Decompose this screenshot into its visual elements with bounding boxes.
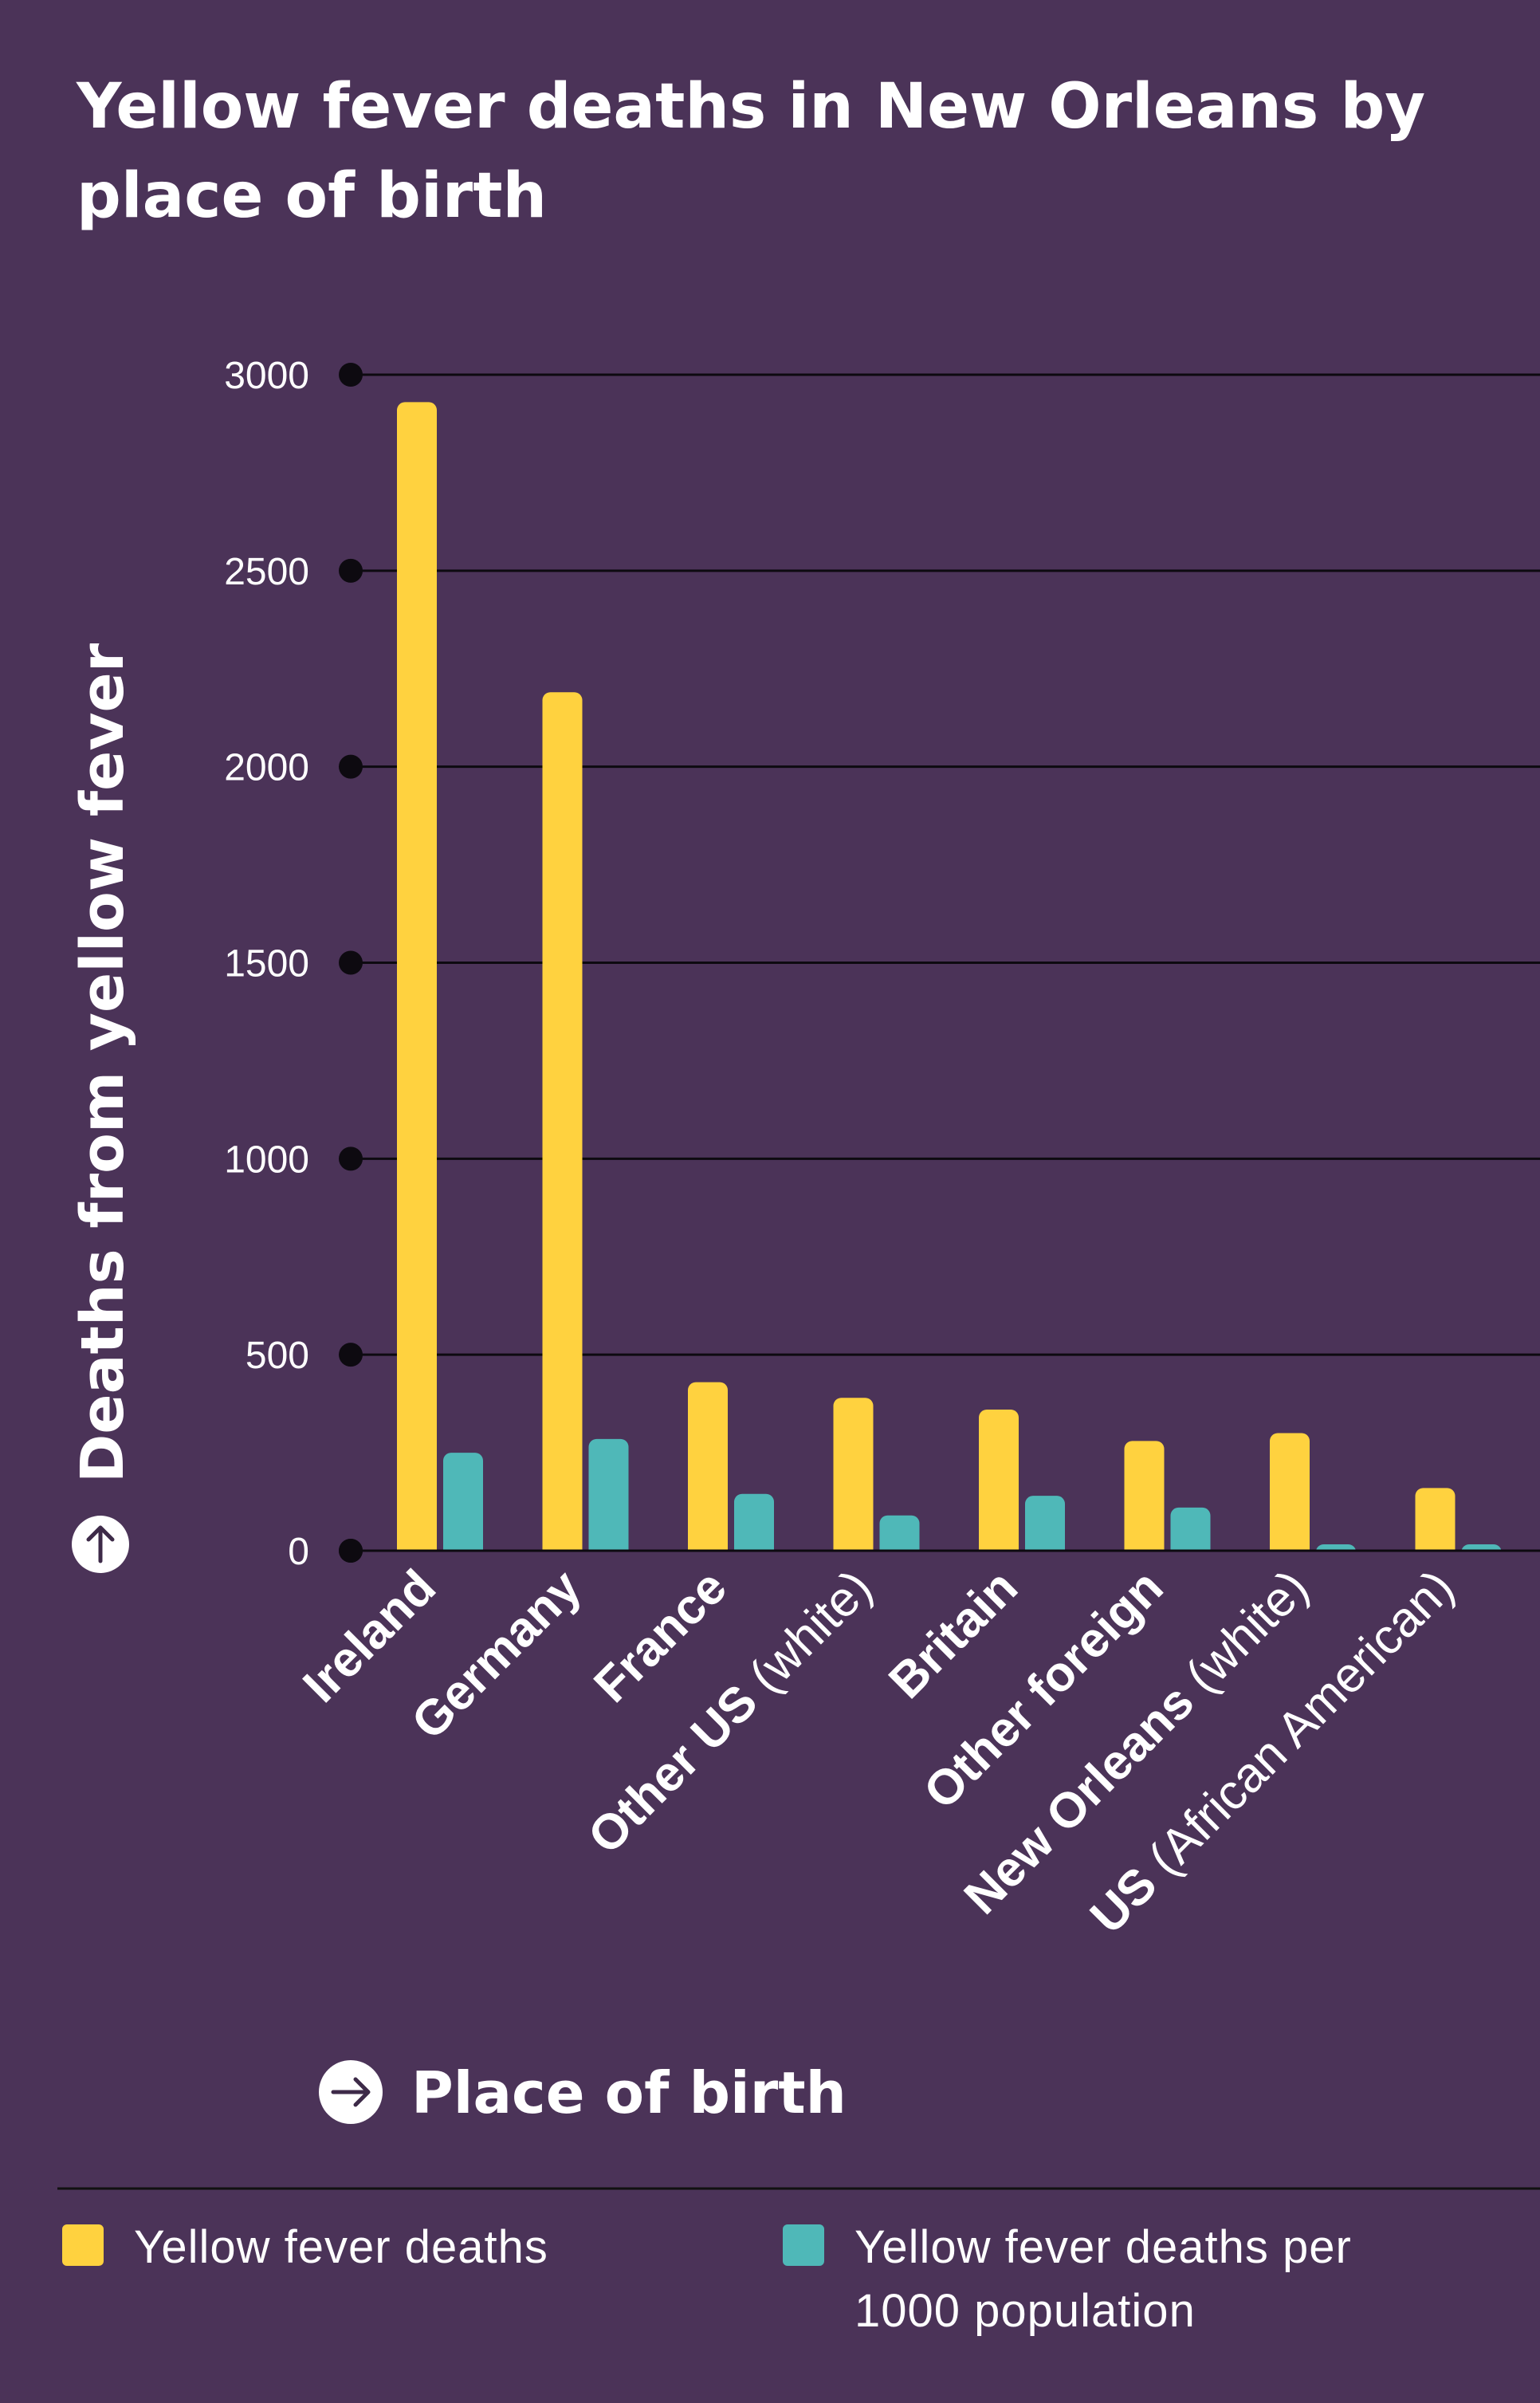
tick-dot: [339, 754, 363, 779]
title-line-2: place of birth: [77, 160, 547, 232]
tick-dot: [339, 1343, 363, 1367]
arrow-up-icon: [86, 1525, 115, 1563]
bar-per-1000: [879, 1515, 920, 1559]
legend-label-deaths: Yellow fever deaths: [134, 2221, 548, 2273]
title-line-1: Yellow fever deaths in New Orleans by: [76, 71, 1425, 143]
y-axis-label-group: Deaths from yellow fever: [69, 643, 137, 1573]
bar-per-1000: [734, 1493, 774, 1559]
arrow-right-icon: [331, 2077, 371, 2107]
bar-deaths: [542, 692, 583, 1559]
tick-dot: [339, 1539, 363, 1563]
legend-swatch-per-1000: [783, 2224, 824, 2266]
legend-label-per-1000-line-2: 1000 population: [854, 2285, 1196, 2337]
baseline-mask: [367, 1551, 1540, 1559]
legend-swatch-deaths: [62, 2224, 104, 2266]
bar-deaths: [1124, 1441, 1165, 1559]
bar-per-1000: [1025, 1496, 1065, 1559]
tick-dot: [339, 950, 363, 975]
y-tick-label: 2000: [224, 747, 309, 789]
bar-per-1000: [1170, 1507, 1211, 1559]
bar-deaths: [833, 1398, 874, 1559]
y-tick-label: 3000: [224, 355, 309, 397]
x-axis-label-group: Place of birth: [319, 2059, 847, 2126]
bar-deaths: [397, 402, 437, 1559]
y-tick-label: 0: [288, 1531, 309, 1573]
bar-deaths: [1270, 1433, 1310, 1559]
bar-deaths: [979, 1410, 1019, 1559]
tick-dot: [339, 363, 363, 387]
bar-deaths: [688, 1382, 728, 1559]
tick-dot: [339, 558, 363, 583]
y-tick-label: 1000: [224, 1139, 309, 1181]
y-tick-label: 2500: [224, 551, 309, 593]
tick-dot: [339, 1146, 363, 1171]
bars: [339, 402, 1540, 1563]
bar-per-1000: [443, 1453, 483, 1559]
legend: Yellow fever deaths Yellow fever deaths …: [62, 2221, 1352, 2337]
y-axis-label: Deaths from yellow fever: [69, 643, 137, 1483]
bar-deaths: [1415, 1488, 1456, 1559]
y-tick-label: 500: [246, 1335, 309, 1377]
x-axis-label: Place of birth: [411, 2059, 847, 2126]
legend-label-per-1000-line-1: Yellow fever deaths per: [854, 2221, 1352, 2273]
y-tick-label: 1500: [224, 943, 309, 985]
chart-title: Yellow fever deaths in New Orleans by pl…: [76, 71, 1425, 232]
bar-per-1000: [588, 1438, 629, 1559]
